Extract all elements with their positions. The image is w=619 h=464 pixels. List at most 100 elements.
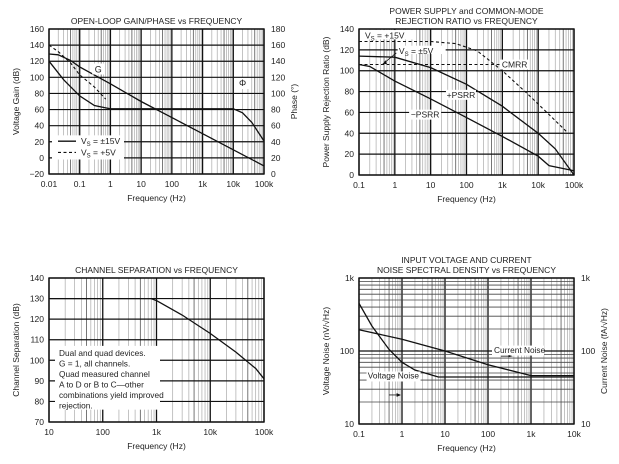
note-line: G = 1, all channels. xyxy=(59,358,130,368)
x-axis-label: Frequency (Hz) xyxy=(437,194,496,204)
plot-frame xyxy=(48,28,265,175)
plot-frame xyxy=(358,277,575,425)
y2-tick-label: 80 xyxy=(271,105,281,115)
note-line: rejection. xyxy=(59,400,93,410)
x-axis-label: Frequency (Hz) xyxy=(127,441,186,451)
y-tick-label: 120 xyxy=(30,56,44,66)
y-tick-label: 140 xyxy=(30,40,44,50)
y2-tick-label: 20 xyxy=(271,153,281,163)
y2-tick-label: 10 xyxy=(581,419,591,429)
y-tick-label: 80 xyxy=(35,396,45,406)
chart-title: NOISE SPECTRAL DENSITY vs FREQUENCY xyxy=(377,265,556,275)
annotation-g: G xyxy=(95,65,102,75)
y-tick-label: 140 xyxy=(340,24,354,34)
plot-frame xyxy=(48,277,265,423)
x-tick-label: 100 xyxy=(481,429,495,439)
arrow-icon xyxy=(382,60,387,65)
annotation-minus-psrr: −PSRR xyxy=(411,110,440,120)
grid xyxy=(358,277,575,425)
x-tick-label: 10 xyxy=(426,180,436,190)
x-tick-label: 1 xyxy=(400,429,405,439)
note-line: combinations yield improved xyxy=(59,390,164,400)
y2-tick-label: 40 xyxy=(271,137,281,147)
x-tick-label: 1k xyxy=(152,427,162,437)
annotation-bg xyxy=(499,59,530,70)
x-tick-label: 0.1 xyxy=(353,429,365,439)
y-tick-label: 60 xyxy=(35,105,45,115)
y-tick-label: 40 xyxy=(35,121,45,131)
y-tick-label: 120 xyxy=(340,45,354,55)
x-tick-label: 0.01 xyxy=(41,179,58,189)
y-tick-label: 100 xyxy=(30,72,44,82)
y-tick-label: 70 xyxy=(35,417,45,427)
chart-title: REJECTION RATIO vs FREQUENCY xyxy=(395,16,538,26)
note-line: Dual and quad devices. xyxy=(59,348,146,358)
annotation-vs-15v: VS = +15V xyxy=(365,30,405,42)
y2-tick-label: 140 xyxy=(271,56,285,66)
annotation-bg xyxy=(92,63,105,75)
y-tick-label: 100 xyxy=(30,355,44,365)
annotation-bg xyxy=(362,30,414,40)
chart-title: INPUT VOLTAGE AND CURRENT xyxy=(401,255,531,265)
annotation-voltage-noise: Voltage Noise xyxy=(368,371,420,381)
y-tick-label: 140 xyxy=(30,273,44,283)
annotation-phi: Φ xyxy=(239,78,246,88)
chart-title: CHANNEL SEPARATION vs FREQUENCY xyxy=(75,265,238,275)
x-tick-label: 1 xyxy=(392,180,397,190)
legend-label-15v: VS = ±15V xyxy=(81,136,120,148)
grid xyxy=(358,28,575,176)
y-tick-label: 110 xyxy=(30,335,44,345)
y-tick-label: 120 xyxy=(30,314,44,324)
y-tick-label: 0 xyxy=(39,153,44,163)
y-axis-label: Channel Separation (dB) xyxy=(11,303,21,397)
x-axis-label: Frequency (Hz) xyxy=(127,193,186,203)
series-line-g-5v- xyxy=(48,44,107,100)
arrow-icon xyxy=(396,393,402,397)
x-tick-label: 100k xyxy=(255,427,274,437)
annotation-bg xyxy=(409,109,442,120)
y2-tick-label: 0 xyxy=(271,169,276,179)
annotation-vs-5v: VS = ±5V xyxy=(399,46,434,58)
y-tick-label: 10 xyxy=(345,419,355,429)
annotation-bg xyxy=(492,345,544,356)
series-line--psrr xyxy=(358,55,575,176)
y-tick-label: 130 xyxy=(30,294,44,304)
y-tick-label: 80 xyxy=(345,87,355,97)
y-tick-label: 80 xyxy=(35,88,45,98)
y-tick-label: 1k xyxy=(345,273,355,283)
annotation-current-noise: Current Noise xyxy=(494,345,546,355)
note-line: Quad measured channel xyxy=(59,369,150,379)
y-axis-label: Power Supply Rejection Ratio (dB) xyxy=(321,36,331,167)
y-tick-label: 60 xyxy=(345,107,355,117)
x-tick-label: 10 xyxy=(136,179,146,189)
y2-axis-label: Phase (°) xyxy=(289,84,299,120)
annotation-bg xyxy=(397,45,446,55)
annotation-plus-psrr: +PSRR xyxy=(447,90,476,100)
series-line-voltage-noise xyxy=(358,302,574,378)
x-tick-label: 10 xyxy=(44,427,54,437)
y-tick-label: 20 xyxy=(345,149,355,159)
x-tick-label: 0.1 xyxy=(74,179,86,189)
x-tick-label: 1 xyxy=(108,179,113,189)
x-tick-label: 1k xyxy=(527,429,537,439)
x-tick-label: 1k xyxy=(198,179,208,189)
y-tick-label: 160 xyxy=(30,24,44,34)
series-line--psrr xyxy=(358,63,575,172)
x-tick-label: 10k xyxy=(226,179,240,189)
y2-axis-label: Current Noise (fA/√Hz) xyxy=(599,308,609,394)
chart-psrr-cmrr: 0.1 1 10 100 1k 10k 100k 0 20 40 60 80 100 120 140 Freq… xyxy=(321,6,584,204)
y-axis-label: Voltage Gain (dB) xyxy=(11,68,21,135)
chart-title: POWER SUPPLY and COMMON-MODE xyxy=(389,6,543,16)
y-tick-label: 90 xyxy=(35,376,45,386)
annotation-phi-bg xyxy=(236,78,249,89)
note-box xyxy=(55,345,160,410)
y-tick-label: 100 xyxy=(340,346,354,356)
note-line: A to D or B to C—other xyxy=(59,379,144,389)
y-tick-label: 20 xyxy=(35,137,45,147)
x-tick-label: 10k xyxy=(567,429,581,439)
series-line-phase-15v- xyxy=(48,60,265,142)
x-tick-label: 100k xyxy=(255,179,274,189)
